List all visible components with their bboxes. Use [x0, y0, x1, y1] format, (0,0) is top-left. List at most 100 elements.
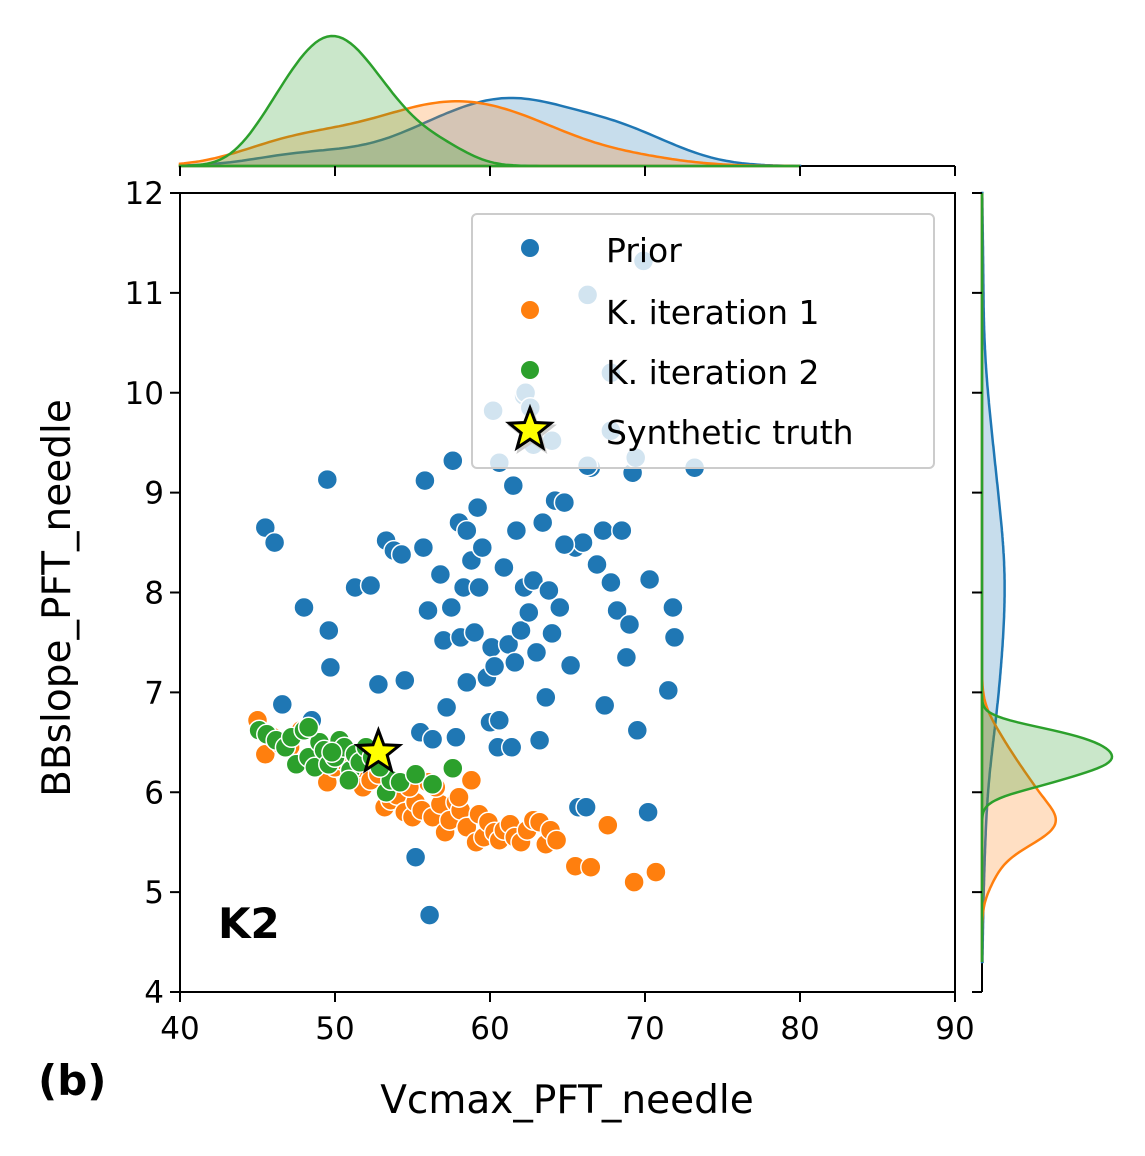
y-axis-ticks: 4 5 6 7 8 9 10 11 12: [125, 176, 982, 1011]
point-series-0: [429, 563, 452, 586]
point-series-1: [545, 829, 568, 851]
point-series-0: [592, 519, 614, 542]
point-series-0: [471, 536, 494, 559]
y-tick-label: 11: [125, 276, 164, 312]
y-tick-label: 12: [125, 176, 164, 212]
point-series-0: [293, 596, 315, 619]
point-series-0: [525, 641, 548, 664]
point-series-2: [421, 773, 444, 796]
point-series-2: [338, 769, 360, 792]
point-series-0: [531, 511, 554, 534]
point-series-0: [456, 519, 478, 542]
point-series-0: [463, 621, 486, 644]
point-series-0: [504, 651, 526, 674]
point-series-0: [611, 519, 633, 542]
x-tick-label: 50: [315, 1011, 354, 1047]
point-series-0: [483, 655, 506, 678]
y-tick-label: 10: [125, 376, 164, 412]
x-tick-label: 70: [625, 1011, 664, 1047]
x-tick-label: 80: [780, 1011, 819, 1047]
point-series-0: [663, 626, 686, 649]
legend-marker-iteration-2: [521, 361, 539, 379]
point-series-0: [657, 679, 680, 702]
point-series-1: [623, 871, 645, 893]
legend: Prior K. iteration 1 K. iteration 2 Synt…: [471, 213, 935, 469]
point-series-0: [500, 736, 523, 759]
point-series-1: [448, 786, 470, 808]
panel-label: (b): [38, 1056, 106, 1105]
point-series-0: [528, 729, 551, 752]
point-series-0: [637, 801, 659, 823]
point-series-1: [645, 861, 667, 883]
point-series-0: [456, 671, 478, 694]
x-tick-label: 40: [160, 1011, 199, 1047]
top-kde-2: [178, 34, 800, 168]
point-series-0: [522, 569, 545, 592]
x-tick-label: 60: [470, 1011, 509, 1047]
point-series-0: [445, 726, 467, 749]
legend-label-prior: Prior: [606, 231, 682, 270]
legend-label-iteration-2: K. iteration 2: [606, 353, 820, 392]
right-kde-0: [980, 191, 1006, 964]
scatter-points: [246, 250, 706, 926]
point-series-0: [417, 599, 439, 622]
point-series-0: [572, 531, 594, 554]
legend-marker-prior: [521, 239, 539, 257]
point-series-0: [593, 694, 616, 717]
x-axis-ticks: 40 50 60 70 80 90: [160, 166, 975, 1047]
point-series-0: [319, 656, 342, 679]
top-marginal-kde: [178, 34, 955, 168]
point-series-0: [414, 469, 436, 492]
right-kde-2: [980, 193, 1114, 963]
x-axis-label: Vcmax_PFT_needle: [380, 1078, 753, 1123]
point-series-0: [606, 599, 628, 622]
point-series-0: [541, 622, 563, 645]
point-series-1: [460, 769, 483, 792]
point-series-0: [535, 686, 557, 709]
point-series-0: [559, 654, 582, 677]
y-tick-label: 8: [144, 576, 164, 612]
point-series-1: [580, 856, 602, 878]
x-tick-label: 90: [935, 1011, 974, 1047]
y-axis-label: BBslope_PFT_needle: [35, 399, 80, 797]
point-series-0: [271, 693, 294, 716]
point-series-2: [297, 716, 320, 739]
legend-box: [471, 213, 935, 469]
panel-annotation: K2: [218, 899, 280, 948]
point-series-0: [404, 846, 427, 868]
y-tick-label: 6: [144, 775, 164, 811]
y-tick-label: 7: [144, 675, 164, 711]
right-marginal-kde: [980, 191, 1114, 992]
point-series-0: [435, 696, 458, 719]
point-series-0: [412, 536, 435, 559]
point-series-0: [575, 796, 597, 818]
point-series-0: [615, 646, 638, 669]
point-series-0: [618, 613, 641, 636]
point-series-0: [493, 556, 515, 579]
point-series-0: [600, 571, 622, 594]
point-series-2: [321, 741, 343, 764]
point-series-0: [586, 553, 608, 576]
point-series-0: [466, 496, 489, 519]
point-series-0: [367, 673, 390, 696]
point-series-2: [404, 763, 427, 786]
point-series-1: [597, 814, 619, 836]
point-series-0: [510, 619, 532, 642]
point-series-0: [638, 568, 661, 591]
point-series-0: [662, 596, 684, 619]
point-series-0: [316, 468, 339, 491]
point-series-0: [318, 619, 340, 642]
point-series-0: [626, 719, 649, 742]
y-tick-label: 4: [144, 975, 164, 1011]
synthetic-truth-point: [353, 726, 404, 774]
point-series-0: [359, 574, 382, 597]
point-series-0: [421, 728, 444, 751]
point-series-0: [553, 533, 576, 556]
point-series-0: [468, 576, 490, 599]
point-series-0: [394, 669, 416, 692]
point-series-2: [442, 757, 464, 780]
point-series-0: [538, 579, 560, 602]
point-series-0: [553, 491, 576, 514]
legend-marker-iteration-1: [521, 301, 539, 319]
